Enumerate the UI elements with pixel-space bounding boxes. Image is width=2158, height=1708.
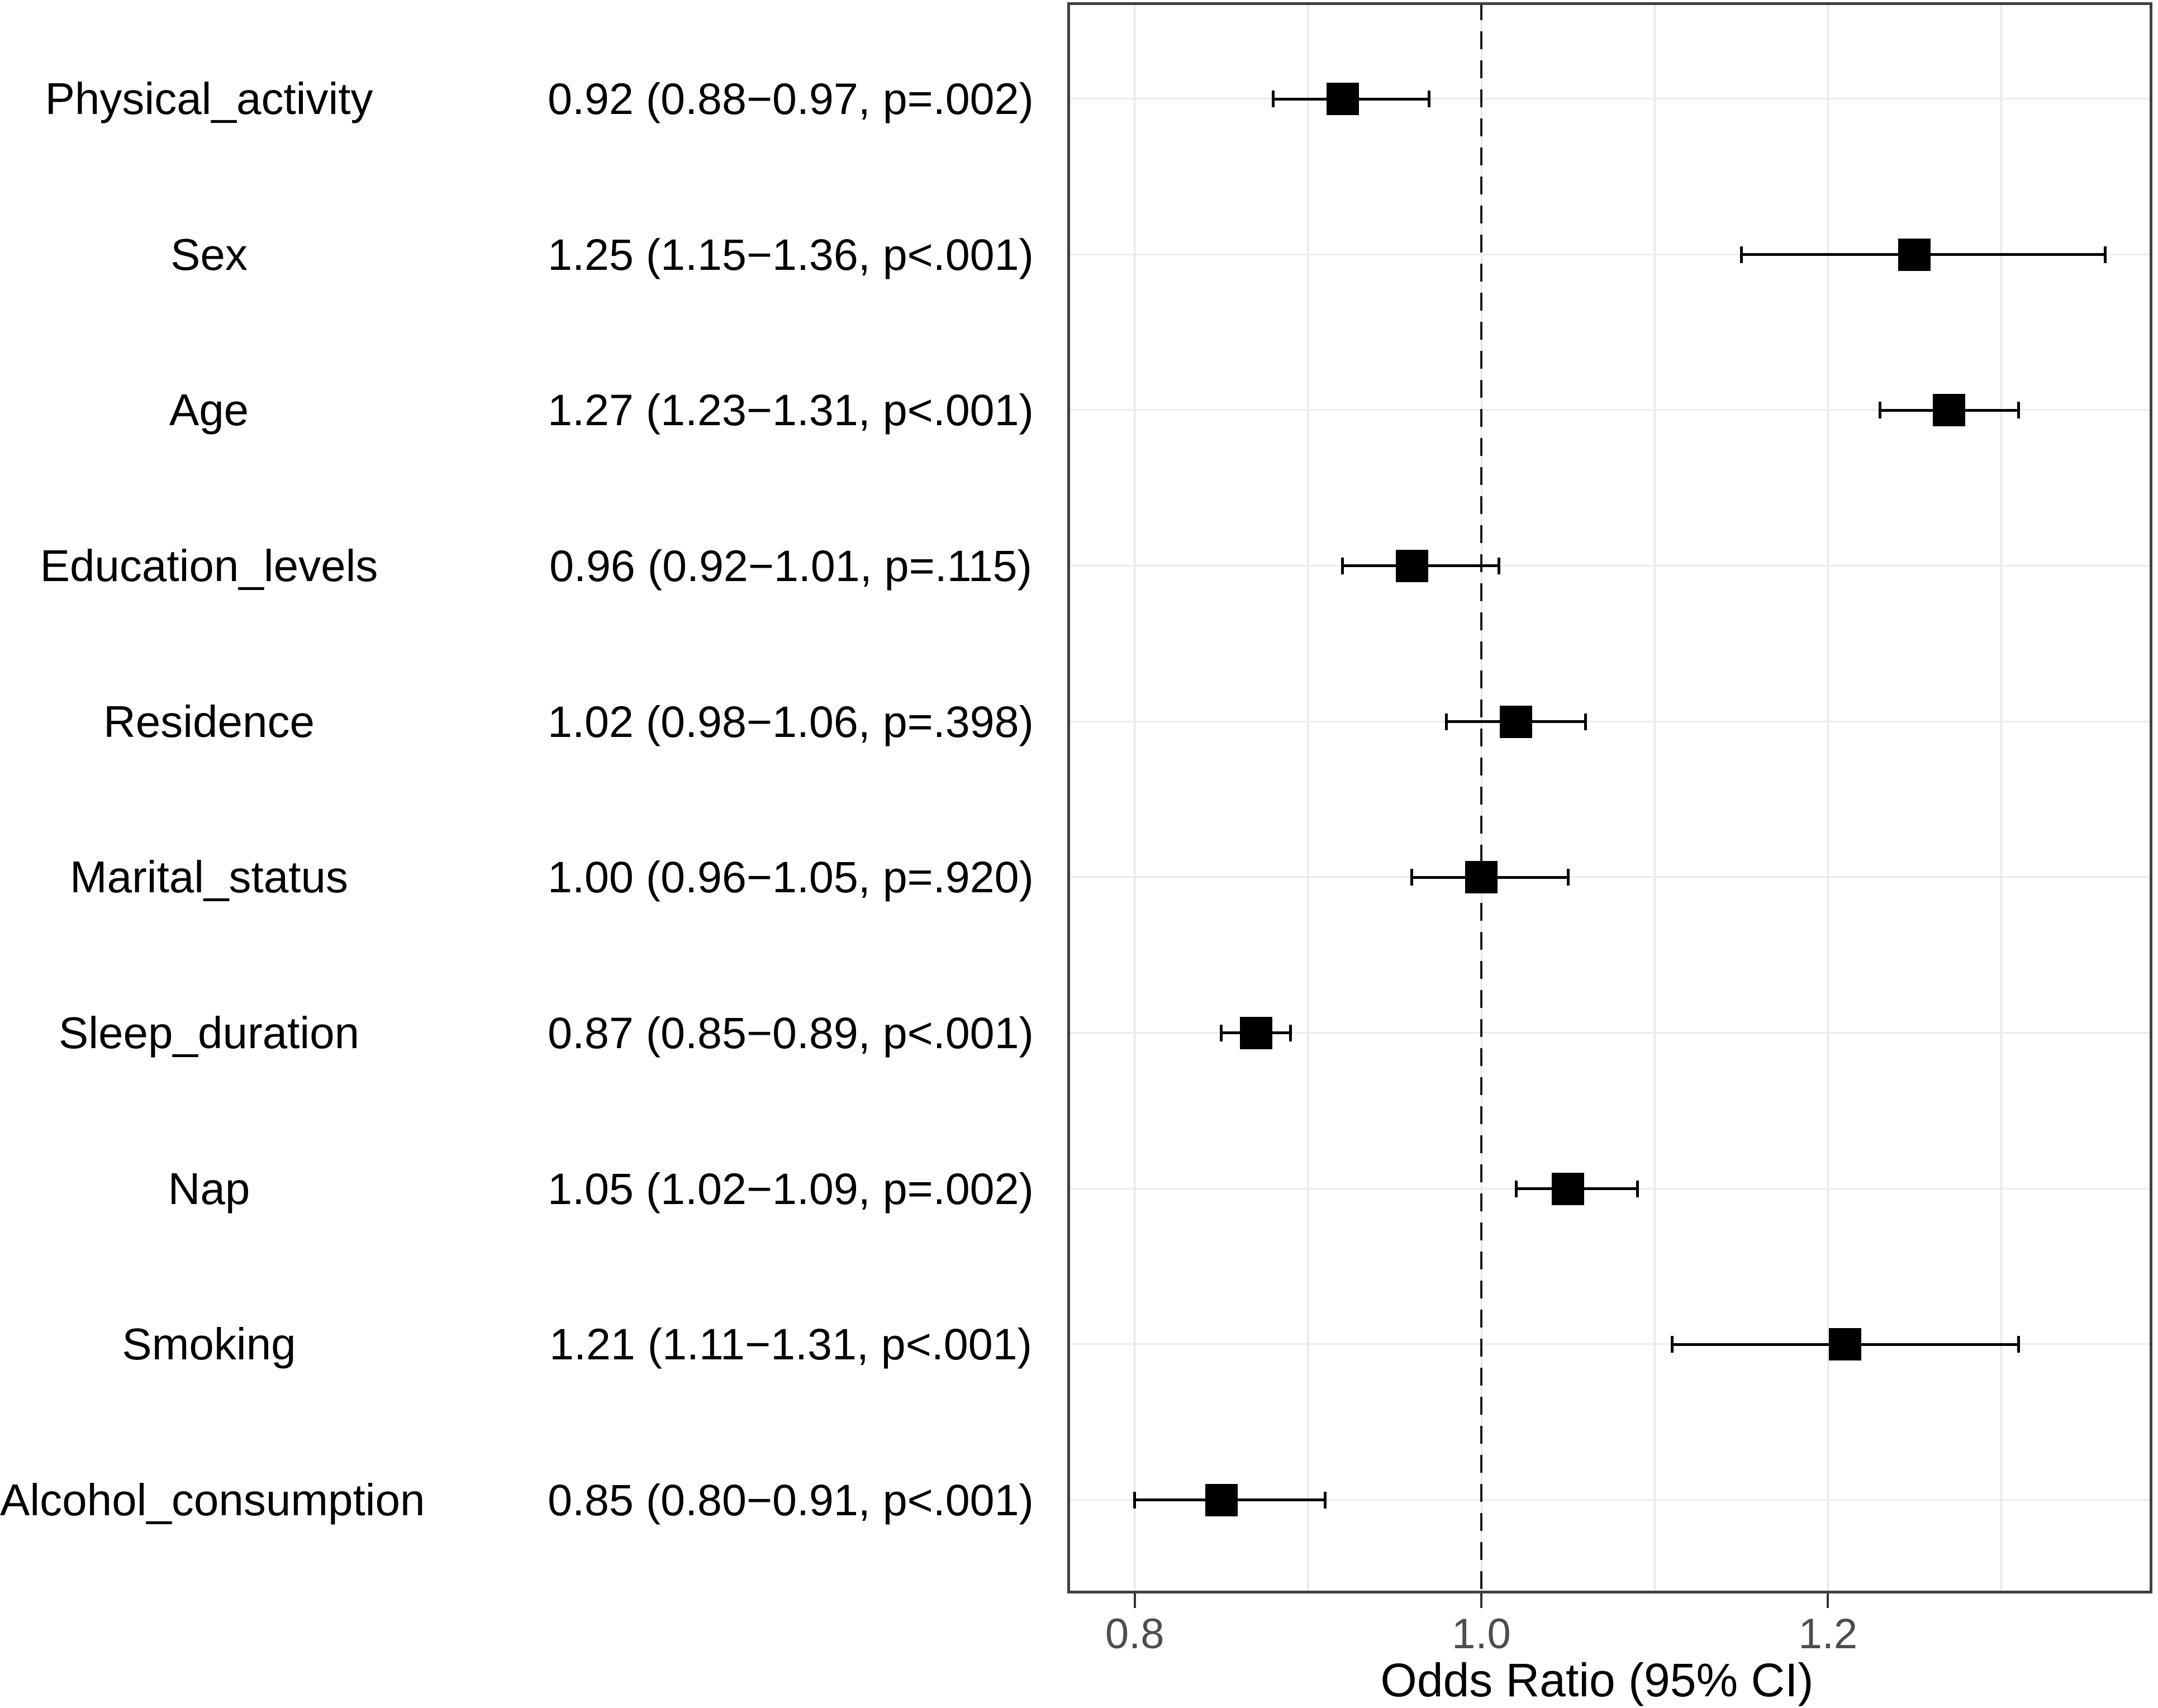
or-ci-value: 1.02 (0.98−1.06, p=.398) xyxy=(548,696,1034,746)
or-square xyxy=(1205,1483,1238,1516)
gridline-y xyxy=(1067,1031,2152,1034)
gridline-y xyxy=(1067,98,2152,99)
gridline-x-0.8 xyxy=(1134,2,1136,1593)
or-square xyxy=(1500,705,1533,738)
ci-cap-low xyxy=(1410,869,1414,886)
gridline-x-1.1 xyxy=(1653,2,1656,1593)
plot-panel xyxy=(1067,2,2152,1593)
ci-cap-low xyxy=(1514,1180,1518,1197)
variable-label: Marital_status xyxy=(70,852,348,902)
gridline-y xyxy=(1067,876,2152,878)
ci-cap-low xyxy=(1272,91,1275,107)
ci-cap-low xyxy=(1739,246,1743,263)
ci-cap-high xyxy=(1497,557,1500,574)
panel-border xyxy=(1067,2,2152,1593)
ci-cap-low xyxy=(1878,402,1881,419)
gridline-y xyxy=(1067,1498,2152,1501)
variable-label: Education_levels xyxy=(40,540,378,591)
reference-line xyxy=(1480,2,1482,1593)
variable-label: Smoking xyxy=(122,1319,296,1369)
gridline-x-1.2 xyxy=(1827,2,1829,1593)
or-square xyxy=(1552,1172,1585,1205)
gridline-x-0.9 xyxy=(1307,2,1309,1593)
variable-label: Sleep_duration xyxy=(58,1007,360,1058)
ci-cap-low xyxy=(1220,1024,1223,1041)
or-square xyxy=(1326,83,1359,115)
ci-cap-low xyxy=(1445,713,1448,730)
ci-cap-high xyxy=(2017,402,2020,419)
ci-cap-high xyxy=(2104,246,2107,263)
ci-cap-low xyxy=(1133,1491,1137,1509)
variable-label: Nap xyxy=(168,1163,250,1214)
variable-label: Physical_activity xyxy=(45,74,373,123)
or-ci-value: 0.87 (0.85−0.89, p<.001) xyxy=(548,1007,1034,1058)
x-axis-title: Odds Ratio (95% CI) xyxy=(1380,1654,1814,1706)
x-tick xyxy=(1827,1593,1829,1608)
variable-label: Alcohol_consumption xyxy=(0,1474,425,1525)
variable-label: Age xyxy=(169,385,249,435)
or-square xyxy=(1395,549,1428,582)
gridline-x-1.3 xyxy=(2000,2,2002,1593)
ci-cap-high xyxy=(1289,1024,1292,1041)
or-ci-value: 0.96 (0.92−1.01, p=.115) xyxy=(549,540,1032,591)
or-square xyxy=(1829,1328,1862,1361)
or-ci-value: 0.85 (0.80−0.91, p<.001) xyxy=(548,1474,1034,1525)
or-square xyxy=(1933,394,1966,427)
gridline-y xyxy=(1067,253,2152,255)
or-ci-value: 1.21 (1.11−1.31, p<.001) xyxy=(549,1319,1032,1369)
gridline-y xyxy=(1067,1343,2152,1345)
ci-cap-high xyxy=(1324,1491,1327,1509)
or-square xyxy=(1465,861,1498,894)
ci-cap-high xyxy=(2017,1336,2020,1353)
x-tick-label: 1.0 xyxy=(1452,1610,1511,1658)
or-ci-value: 1.27 (1.23−1.31, p<.001) xyxy=(548,385,1034,435)
gridline-y xyxy=(1067,720,2152,722)
x-tick xyxy=(1133,1593,1136,1608)
gridline-y xyxy=(1067,564,2152,567)
ci-cap-high xyxy=(1428,91,1431,107)
gridline-y xyxy=(1067,409,2152,411)
x-tick-label: 1.2 xyxy=(1798,1610,1858,1658)
or-square xyxy=(1898,238,1931,271)
or-square xyxy=(1239,1016,1272,1049)
or-ci-value: 1.25 (1.15−1.36, p<.001) xyxy=(548,229,1034,279)
or-ci-value: 1.05 (1.02−1.09, p=.002) xyxy=(548,1163,1034,1214)
variable-label: Residence xyxy=(103,696,315,746)
ci-cap-high xyxy=(1584,713,1587,730)
ci-cap-high xyxy=(1566,869,1570,886)
x-tick-label: 0.8 xyxy=(1105,1610,1164,1658)
or-ci-value: 1.00 (0.96−1.05, p=.920) xyxy=(548,852,1034,902)
x-tick xyxy=(1480,1593,1482,1608)
or-ci-value: 0.92 (0.88−0.97, p=.002) xyxy=(548,74,1034,123)
ci-cap-high xyxy=(1636,1180,1639,1197)
variable-label: Sex xyxy=(170,229,248,279)
ci-cap-low xyxy=(1341,557,1344,574)
ci-cap-low xyxy=(1670,1336,1674,1353)
